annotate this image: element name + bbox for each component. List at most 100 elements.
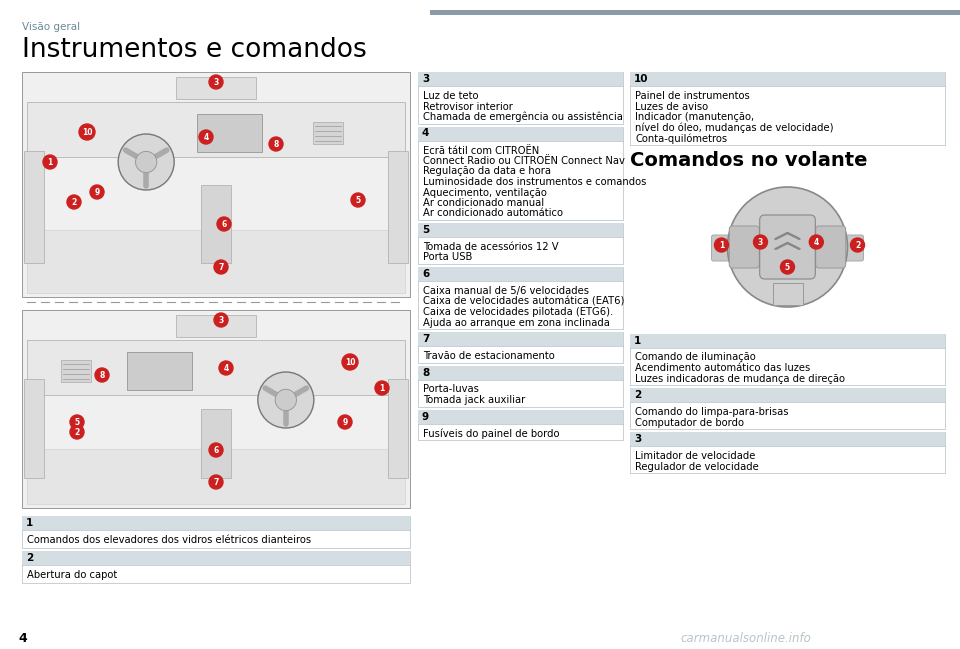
Circle shape	[209, 475, 223, 489]
Text: 8: 8	[99, 371, 105, 380]
Bar	[418, 267, 623, 281]
Text: Retrovisor interior: Retrovisor interior	[423, 101, 513, 112]
FancyBboxPatch shape	[711, 235, 730, 261]
Bar	[22, 516, 410, 548]
Bar	[388, 151, 408, 263]
Bar	[630, 432, 945, 473]
Text: Tomada de acessórios 12 V: Tomada de acessórios 12 V	[423, 242, 559, 252]
Circle shape	[79, 124, 95, 140]
Bar	[60, 360, 91, 382]
Bar	[27, 448, 405, 504]
Circle shape	[351, 193, 365, 207]
Text: Computador de bordo: Computador de bordo	[635, 417, 744, 428]
Text: Comandos no volante: Comandos no volante	[630, 151, 868, 169]
Bar	[630, 388, 945, 429]
Circle shape	[214, 313, 228, 327]
Bar	[27, 102, 405, 157]
Text: 2: 2	[74, 428, 80, 437]
Text: 9: 9	[343, 418, 348, 427]
Circle shape	[199, 130, 213, 144]
Text: Caixa de velocidades pilotada (ETG6).: Caixa de velocidades pilotada (ETG6).	[423, 307, 613, 317]
Text: 5: 5	[75, 418, 80, 427]
Text: Porta-luvas: Porta-luvas	[423, 384, 479, 395]
Text: Luz de teto: Luz de teto	[423, 91, 478, 101]
Text: 1: 1	[26, 518, 34, 528]
Text: Connect Radio ou CITROËN Connect Nav: Connect Radio ou CITROËN Connect Nav	[423, 156, 625, 166]
Bar	[388, 379, 408, 478]
Text: Comando de iluminação: Comando de iluminação	[635, 352, 756, 363]
Circle shape	[714, 238, 729, 252]
Text: Tomada jack auxiliar: Tomada jack auxiliar	[423, 395, 525, 405]
Text: nível do óleo, mudanças de velocidade): nível do óleo, mudanças de velocidade)	[635, 123, 833, 133]
Bar	[630, 72, 945, 145]
Bar	[630, 72, 945, 86]
Circle shape	[209, 443, 223, 457]
Text: 4: 4	[224, 364, 228, 373]
Text: 8: 8	[274, 140, 278, 149]
Text: 4: 4	[422, 129, 429, 138]
Text: Abertura do capot: Abertura do capot	[27, 570, 117, 580]
Text: Instrumentos e comandos: Instrumentos e comandos	[22, 37, 367, 63]
Bar	[201, 184, 231, 263]
Bar	[418, 127, 623, 140]
FancyBboxPatch shape	[759, 215, 815, 279]
FancyBboxPatch shape	[846, 235, 863, 261]
Circle shape	[269, 137, 283, 151]
Circle shape	[67, 195, 81, 209]
Text: Caixa de velocidades automática (EAT6): Caixa de velocidades automática (EAT6)	[423, 297, 624, 306]
Bar	[430, 10, 960, 15]
Bar	[773, 283, 803, 305]
Text: Aquecimento, ventilação: Aquecimento, ventilação	[423, 188, 547, 197]
Circle shape	[43, 155, 57, 169]
Circle shape	[342, 354, 358, 370]
Circle shape	[338, 415, 352, 429]
Text: 1: 1	[719, 241, 724, 250]
Text: Porta USB: Porta USB	[423, 252, 472, 262]
Circle shape	[809, 235, 824, 249]
FancyBboxPatch shape	[730, 226, 759, 268]
Text: Fusíveis do painel de bordo: Fusíveis do painel de bordo	[423, 428, 560, 439]
Text: 1: 1	[47, 158, 53, 167]
Text: 6: 6	[222, 220, 227, 229]
Text: 2: 2	[26, 553, 34, 563]
Bar	[197, 114, 261, 152]
Text: 4: 4	[814, 238, 819, 247]
Circle shape	[209, 75, 223, 89]
Bar	[418, 72, 623, 86]
Bar	[22, 516, 410, 530]
Text: 5: 5	[422, 225, 429, 235]
Bar	[418, 332, 623, 363]
Bar	[418, 410, 623, 424]
Circle shape	[754, 235, 767, 249]
Circle shape	[95, 368, 109, 382]
Bar	[201, 409, 231, 478]
Circle shape	[276, 389, 297, 411]
Text: 5: 5	[785, 263, 790, 272]
Text: Luzes de aviso: Luzes de aviso	[635, 101, 708, 112]
Text: Indicador (manutenção,: Indicador (manutenção,	[635, 112, 755, 122]
Text: 7: 7	[422, 334, 429, 344]
Bar	[418, 365, 623, 406]
Text: Comandos dos elevadores dos vidros elétricos dianteiros: Comandos dos elevadores dos vidros elétr…	[27, 535, 311, 545]
Bar	[630, 432, 945, 446]
Circle shape	[375, 381, 389, 395]
Bar	[418, 223, 623, 237]
Circle shape	[258, 372, 314, 428]
Text: Ecrã tátil com CITROËN: Ecrã tátil com CITROËN	[423, 145, 540, 156]
Bar	[313, 122, 343, 144]
Text: carmanualsonline.info: carmanualsonline.info	[680, 631, 811, 644]
Bar	[418, 332, 623, 346]
Bar	[127, 352, 192, 390]
Text: Acendimento automático das luzes: Acendimento automático das luzes	[635, 363, 810, 373]
Text: 2: 2	[634, 390, 641, 400]
Text: Conta-quilómetros: Conta-quilómetros	[635, 133, 727, 143]
Text: Painel de instrumentos: Painel de instrumentos	[635, 91, 750, 101]
Circle shape	[118, 134, 174, 190]
Bar	[24, 379, 44, 478]
Bar	[418, 267, 623, 329]
Text: 2: 2	[71, 198, 77, 207]
Text: Ajuda ao arranque em zona inclinada: Ajuda ao arranque em zona inclinada	[423, 317, 610, 328]
Bar	[22, 551, 410, 565]
Circle shape	[214, 260, 228, 274]
Bar	[630, 334, 945, 385]
